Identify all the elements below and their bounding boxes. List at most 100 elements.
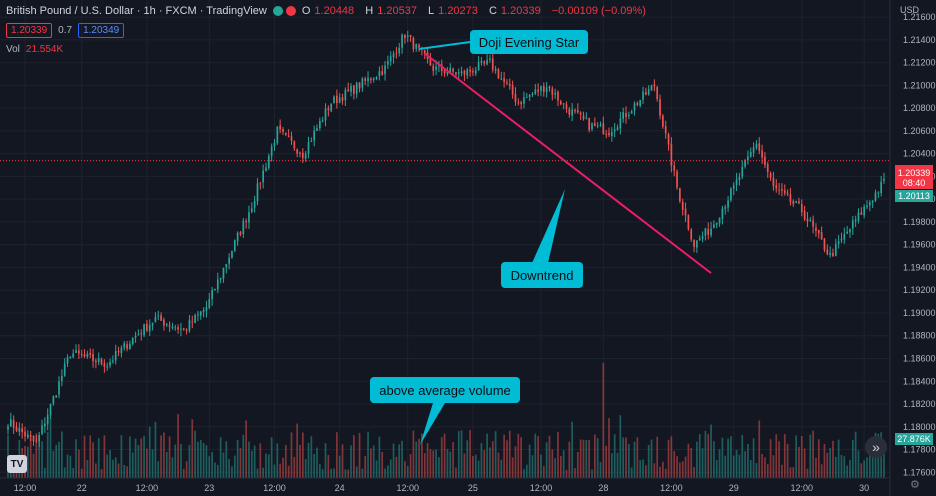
- volume-bar: [154, 421, 157, 478]
- candle-body: [786, 192, 789, 195]
- candle-body: [299, 152, 301, 154]
- candle-body: [463, 70, 466, 75]
- candle-body: [568, 109, 571, 115]
- candle-body: [472, 70, 474, 73]
- y-tick-label: 1.18000: [903, 422, 936, 432]
- settings-gear-icon[interactable]: ⚙: [910, 479, 920, 491]
- volume-bar: [236, 439, 239, 478]
- candle-body: [29, 435, 32, 437]
- volume-bar: [287, 465, 290, 478]
- candle-body: [208, 298, 211, 309]
- y-tick-label: 1.19200: [903, 285, 936, 295]
- candle-body: [185, 329, 188, 331]
- candle-body: [89, 353, 92, 355]
- candle-body: [854, 219, 857, 222]
- volume-legend-value: 21.554K: [25, 44, 64, 55]
- candle-body: [851, 220, 854, 229]
- candle-body: [772, 177, 775, 187]
- volume-bar: [662, 461, 664, 478]
- candle-body: [525, 97, 528, 99]
- candle-body: [112, 360, 114, 362]
- candle-body: [134, 335, 137, 338]
- candle-body: [259, 182, 262, 184]
- volume-bar: [233, 455, 236, 478]
- candle-body: [582, 115, 585, 120]
- candle-body: [321, 120, 324, 122]
- candle-body: [593, 123, 596, 126]
- volume-bar: [837, 439, 840, 478]
- volume-bar: [86, 459, 89, 478]
- volume-bar: [477, 460, 480, 478]
- volume-bar: [435, 449, 437, 478]
- x-tick-label: 25: [468, 483, 478, 493]
- volume-bar: [633, 441, 636, 478]
- y-tick-label: 1.19800: [903, 217, 936, 227]
- candle-body: [423, 50, 426, 54]
- volume-bar: [783, 433, 786, 478]
- volume-bar: [664, 468, 667, 478]
- volume-bar: [696, 441, 698, 478]
- volume-bar: [798, 446, 800, 478]
- candle-body: [537, 89, 539, 92]
- scroll-forward-button[interactable]: »: [865, 436, 887, 458]
- volume-bar: [715, 460, 718, 478]
- candle-body: [194, 314, 196, 323]
- candle-body: [548, 86, 551, 89]
- candle-body: [687, 215, 690, 230]
- volume-bar: [463, 453, 466, 478]
- ask-button[interactable]: 1.20349: [78, 23, 125, 38]
- volume-bar: [732, 455, 735, 478]
- candle-body: [480, 60, 483, 63]
- doji-callout: Doji Evening Star: [470, 30, 588, 54]
- volume-bar: [630, 467, 633, 478]
- candle-body: [250, 208, 253, 212]
- candle-body: [265, 167, 267, 171]
- candle-body: [710, 228, 712, 236]
- volume-bar: [63, 467, 66, 478]
- candle-body: [755, 143, 758, 148]
- volume-bar: [55, 444, 58, 478]
- volume-bar: [97, 438, 100, 478]
- grid: [0, 0, 890, 478]
- currency-label[interactable]: USD: [900, 5, 920, 15]
- volume-bar: [559, 456, 562, 478]
- volume-bar: [177, 414, 179, 478]
- volume-bar: [579, 439, 582, 478]
- candle-body: [452, 68, 454, 72]
- candle-body: [730, 188, 732, 201]
- tradingview-logo-icon: TV: [7, 455, 27, 473]
- volume-bar: [698, 434, 701, 478]
- candle-body: [868, 202, 871, 206]
- volume-bar: [494, 431, 497, 478]
- candle-body: [267, 155, 270, 168]
- volume-bar: [701, 448, 704, 478]
- volume-bar: [610, 453, 613, 478]
- volume-bar: [727, 438, 729, 478]
- volume-bar: [540, 454, 542, 478]
- candle-body: [32, 435, 35, 442]
- candle-body: [871, 200, 874, 203]
- candle-body: [117, 351, 120, 353]
- bid-button[interactable]: 1.20339: [6, 23, 53, 38]
- volume-bar: [809, 434, 812, 478]
- candle-body: [182, 328, 185, 330]
- candle-body: [256, 183, 259, 202]
- volume-bar: [318, 463, 321, 478]
- candle-body: [540, 86, 542, 91]
- candle-body: [565, 104, 568, 109]
- change-value: −0.00109 (−0.09%): [551, 5, 646, 17]
- candle-body: [318, 120, 321, 129]
- volume-bar: [642, 459, 644, 478]
- symbol-title[interactable]: British Pound / U.S. Dollar · 1h · FXCM …: [6, 5, 267, 17]
- volume-bar: [687, 443, 690, 478]
- candle-body: [248, 212, 250, 223]
- volume-bar: [46, 431, 49, 478]
- volume-bar: [95, 463, 97, 478]
- candle-body: [761, 150, 763, 158]
- volume-bar: [378, 436, 381, 478]
- candle-body: [602, 123, 605, 134]
- candle-body: [7, 426, 9, 430]
- candle-body: [469, 69, 471, 72]
- candle-body: [781, 189, 783, 191]
- x-tick-label: 12:00: [14, 483, 37, 493]
